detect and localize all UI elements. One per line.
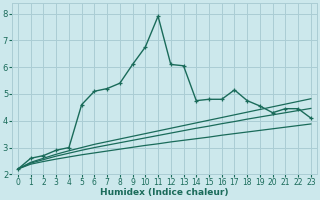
X-axis label: Humidex (Indice chaleur): Humidex (Indice chaleur) [100, 188, 229, 197]
